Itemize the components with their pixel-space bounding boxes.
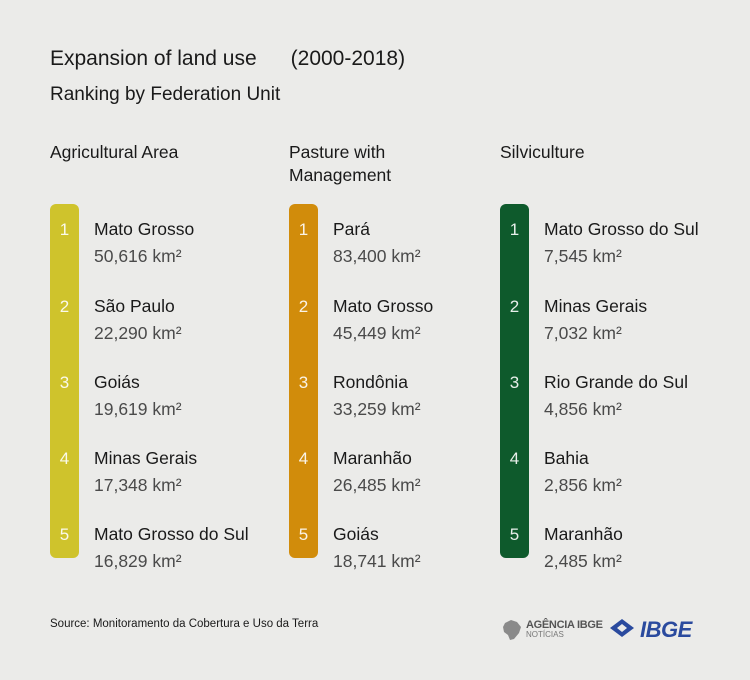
area-value: 2,485 km² (544, 551, 622, 571)
rank-number: 3 (509, 373, 520, 392)
rank-number: 5 (59, 525, 70, 544)
state-name: Maranhão (333, 448, 412, 468)
state-name: Mato Grosso (94, 219, 195, 239)
area-value: 7,032 km² (544, 323, 622, 343)
rank-number: 1 (509, 220, 520, 239)
chart-period: (2000-2018) (290, 47, 406, 70)
column-heading-line: Management (289, 165, 392, 185)
column-color-bar (50, 204, 79, 558)
state-name: Mato Grosso do Sul (94, 524, 249, 544)
rank-number: 4 (509, 449, 520, 468)
column-heading: Silviculture (500, 141, 700, 164)
area-value: 22,290 km² (94, 323, 182, 343)
state-name: Goiás (333, 524, 379, 544)
area-value: 7,545 km² (544, 246, 622, 266)
ibge-wordmark: IBGE (640, 617, 692, 642)
agencia-ibge-logo: AGÊNCIA IBGE NOTÍCIAS (502, 616, 603, 644)
area-value: 19,619 km² (94, 399, 182, 419)
state-name: Bahia (544, 448, 589, 468)
chart-title: Expansion of land use (2000-2018) (50, 47, 405, 71)
area-value: 50,616 km² (94, 246, 182, 266)
chart-subtitle: Ranking by Federation Unit (50, 84, 281, 105)
rank-number: 3 (298, 373, 309, 392)
source-note: Source: Monitoramento da Cobertura e Uso… (50, 618, 319, 630)
rank-number: 1 (59, 220, 70, 239)
state-name: Minas Gerais (94, 448, 198, 468)
rank-number: 3 (59, 373, 70, 392)
area-value: 26,485 km² (333, 475, 421, 495)
chart-title-text: Expansion of land use (50, 47, 257, 70)
rank-number: 2 (298, 297, 309, 316)
state-name: Rondônia (333, 372, 408, 392)
rank-number: 4 (59, 449, 70, 468)
rank-number: 1 (298, 220, 309, 239)
state-name: São Paulo (94, 296, 175, 316)
area-value: 18,741 km² (333, 551, 421, 571)
column-color-bar (289, 204, 318, 558)
column-heading-line: Silviculture (500, 142, 585, 162)
brazil-map-icon (502, 619, 522, 641)
state-name: Maranhão (544, 524, 623, 544)
agencia-ibge-line1: AGÊNCIA IBGE (526, 619, 603, 631)
rank-number: 5 (509, 525, 520, 544)
state-name: Rio Grande do Sul (544, 372, 688, 392)
rank-number: 2 (509, 297, 520, 316)
column-heading-line: Agricultural Area (50, 142, 179, 162)
column-color-bar (500, 204, 529, 558)
area-value: 33,259 km² (333, 399, 421, 419)
state-name: Minas Gerais (544, 296, 648, 316)
column-heading-line: Pasture with (289, 142, 386, 162)
ibge-logo: IBGE (608, 616, 692, 644)
agencia-ibge-text: AGÊNCIA IBGE NOTÍCIAS (526, 620, 603, 640)
area-value: 4,856 km² (544, 399, 622, 419)
state-name: Goiás (94, 372, 140, 392)
state-name: Mato Grosso do Sul (544, 219, 699, 239)
area-value: 16,829 km² (94, 551, 182, 571)
state-name: Pará (333, 219, 370, 239)
agencia-ibge-line2: NOTÍCIAS (526, 630, 564, 639)
state-name: Mato Grosso (333, 296, 434, 316)
area-value: 83,400 km² (333, 246, 421, 266)
area-value: 2,856 km² (544, 475, 622, 495)
column-heading: Agricultural Area (50, 141, 250, 164)
rank-number: 5 (298, 525, 309, 544)
area-value: 45,449 km² (333, 323, 421, 343)
column-heading: Pasture with Management (289, 141, 489, 187)
area-value: 17,348 km² (94, 475, 182, 495)
rank-number: 4 (298, 449, 309, 468)
ibge-mark-icon (608, 618, 636, 643)
rank-number: 2 (59, 297, 70, 316)
